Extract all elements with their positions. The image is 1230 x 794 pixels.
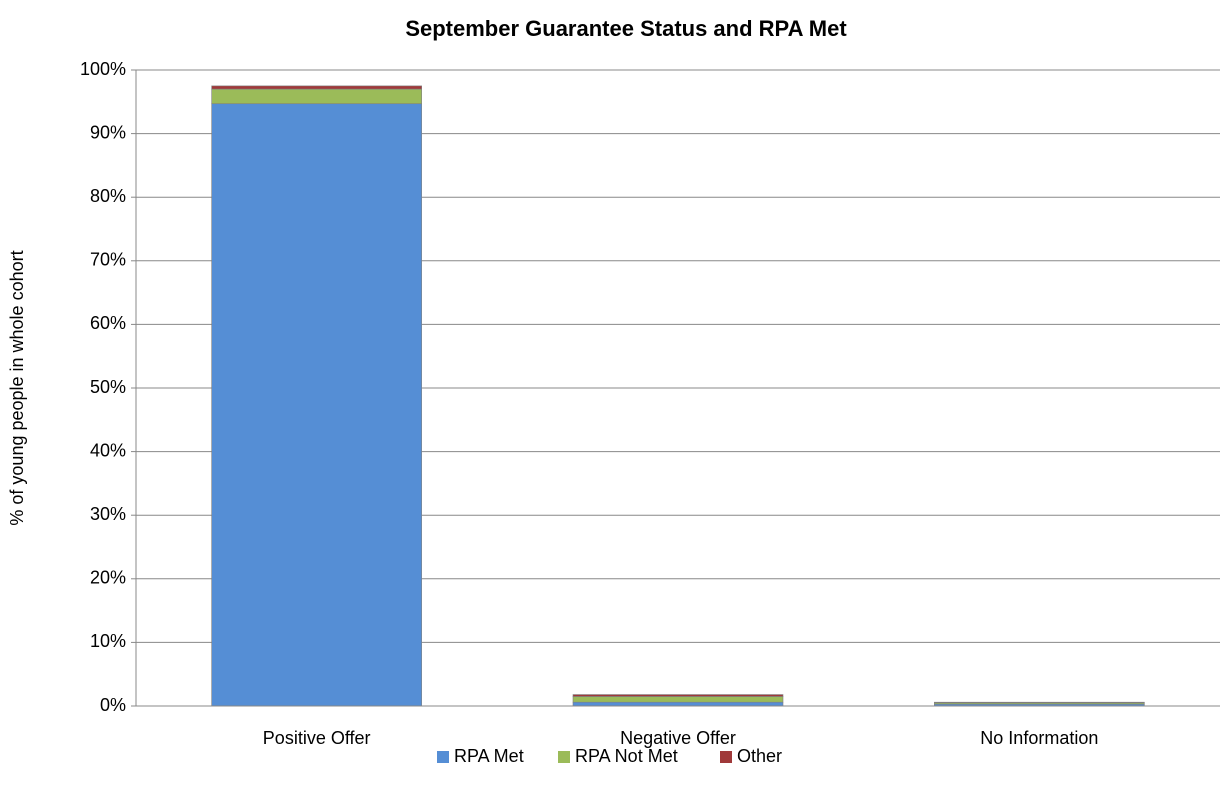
legend-swatch (437, 751, 449, 763)
bar-segment (572, 696, 784, 703)
legend-swatch (720, 751, 732, 763)
x-tick-label: No Information (980, 728, 1098, 748)
y-tick-label: 70% (90, 250, 126, 270)
x-tick-label: Negative Offer (620, 728, 736, 748)
bar-segment (211, 88, 422, 105)
y-tick-label: 0% (100, 695, 126, 715)
chart-title: September Guarantee Status and RPA Met (405, 16, 847, 41)
y-tick-label: 40% (90, 440, 126, 460)
legend-label: Other (737, 746, 782, 766)
bar-segment (934, 701, 1145, 704)
y-tick-label: 50% (90, 377, 126, 397)
y-tick-label: 30% (90, 504, 126, 524)
bar-segment (572, 694, 784, 697)
legend-swatch (558, 751, 570, 763)
legend-label: RPA Not Met (575, 746, 678, 766)
y-tick-label: 60% (90, 313, 126, 333)
legend-label: RPA Met (454, 746, 524, 766)
bar-segment (211, 85, 422, 90)
x-tick-label: Positive Offer (263, 728, 371, 748)
bar-segment (211, 103, 422, 707)
y-axis-label: % of young people in whole cohort (7, 250, 27, 525)
y-tick-label: 100% (80, 59, 126, 79)
bar-segment (572, 701, 784, 707)
y-tick-label: 90% (90, 122, 126, 142)
y-tick-label: 20% (90, 568, 126, 588)
y-tick-label: 80% (90, 186, 126, 206)
y-tick-label: 10% (90, 631, 126, 651)
